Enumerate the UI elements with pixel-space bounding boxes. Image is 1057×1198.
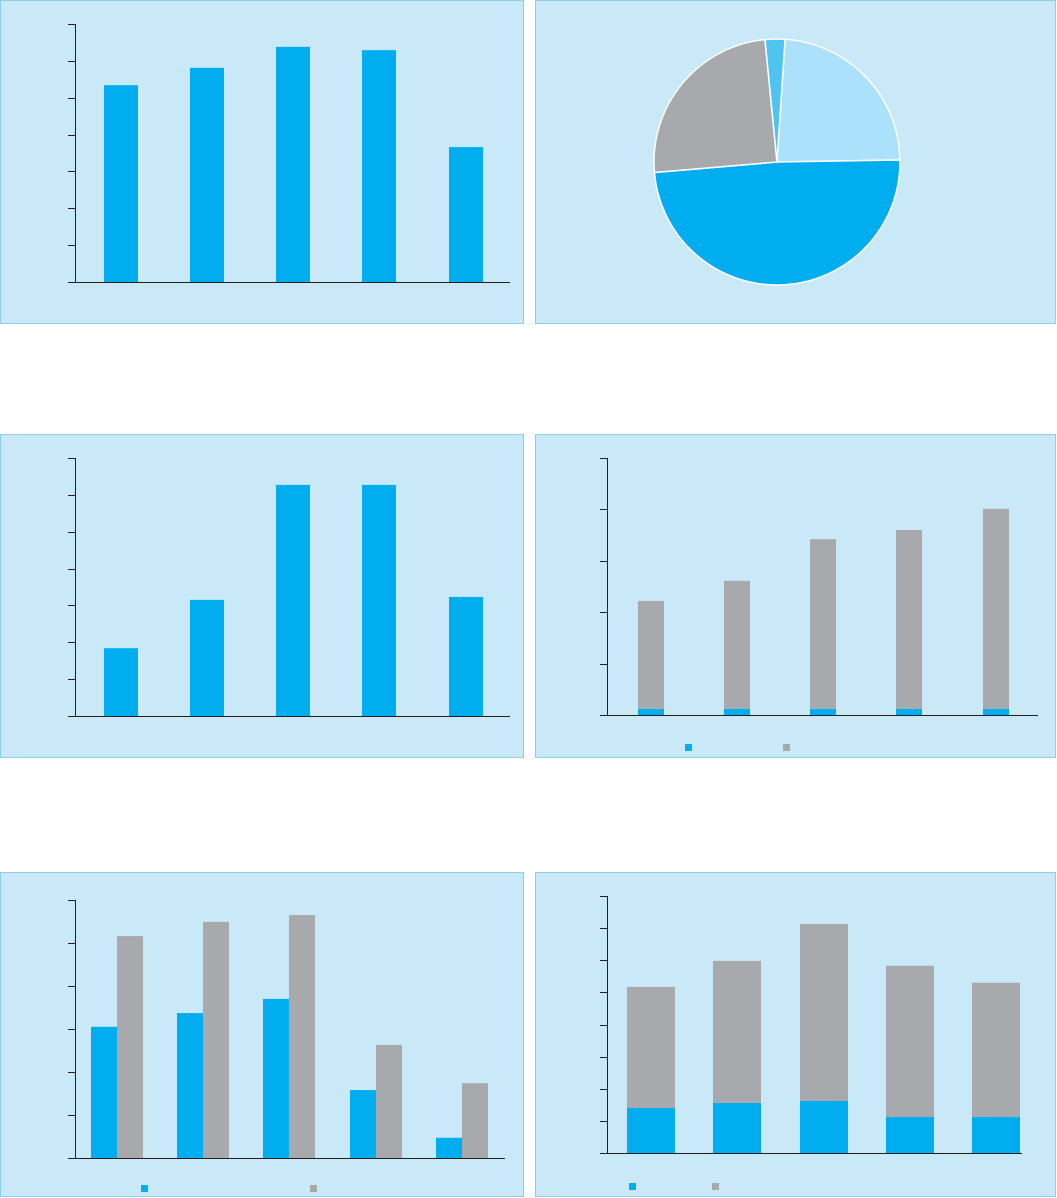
chart-panel-2 [535,0,1056,324]
bar-segment [724,580,750,709]
bar-segment [886,965,934,1118]
bar [263,998,289,1158]
bar [362,50,396,282]
chart-panel-4 [535,434,1056,758]
bar [190,599,224,716]
bar [449,596,483,716]
legend-swatch [310,1185,317,1192]
legend-swatch [783,744,790,751]
pie-slice [653,38,778,174]
pie-chart [653,38,901,286]
legend-swatch [629,1183,636,1190]
bar-segment [886,1117,934,1153]
bar [104,85,138,282]
stacked-bar-chart-2 [600,896,1022,1190]
pie-slice [764,38,786,163]
bar [276,484,310,716]
pie-slice [653,159,901,286]
bar [276,46,310,283]
bar-segment [983,508,1009,709]
bar [190,67,224,282]
pie-slice [776,38,901,163]
legend-swatch [685,744,692,751]
bar [177,1013,203,1158]
chart-panel-5 [0,872,524,1197]
bar [462,1083,488,1158]
bar-chart-2 [68,458,510,717]
legend-swatch [712,1183,719,1190]
bar-segment [638,600,664,709]
bar [289,915,315,1158]
bar [350,1090,376,1158]
bar-segment [713,1102,761,1153]
chart-panel-6 [535,872,1056,1197]
bar-segment [810,708,836,715]
chart-panel-3 [0,434,524,758]
bar-segment [800,1100,848,1153]
bar-segment [627,986,675,1109]
bar [117,936,143,1158]
bar [91,1026,117,1158]
bar-segment [638,708,664,715]
bar-segment [724,708,750,715]
bar [104,648,138,716]
bar-segment [810,539,836,709]
bar [436,1137,462,1158]
chart-panel-1 [0,0,524,324]
grouped-bar-chart [68,900,505,1192]
bar-segment [983,708,1009,715]
stacked-bar-chart-1 [600,458,1038,751]
bar-chart-1 [68,24,510,283]
bar-segment [972,1117,1020,1153]
legend-swatch [141,1185,148,1192]
bar [376,1044,402,1158]
bar [203,921,229,1158]
bar-segment [627,1108,675,1153]
bar-segment [800,923,848,1101]
bar [449,147,483,282]
bar-segment [896,708,922,715]
bar-segment [972,982,1020,1118]
bar [362,484,396,716]
bar-segment [896,529,922,709]
bar-segment [713,960,761,1103]
